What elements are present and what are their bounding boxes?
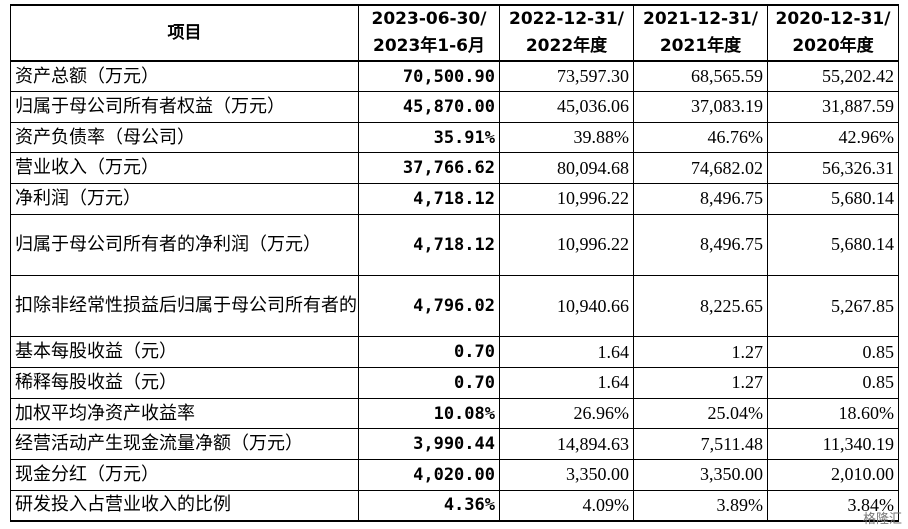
table-row: 营业收入（万元） 37,766.62 80,094.68 74,682.02 56,32… — [10, 152, 899, 185]
row-value-col3: 8,496.75 — [633, 213, 768, 277]
header-2022-date: 2022-12-31/ — [509, 9, 624, 29]
row-value-col1: 45,870.00 — [358, 91, 500, 123]
row-value-col3: 8,496.75 — [633, 183, 768, 215]
table-row: 加权平均净资产收益率 10.08% 26.96% 25.04% 18.60% — [10, 397, 899, 430]
header-2021-period: 2021年度 — [659, 36, 742, 56]
header-2023h1-date: 2023-06-30/ — [371, 9, 487, 29]
row-value-col1: 4,796.02 — [358, 275, 500, 338]
row-value-col4: 5,680.14 — [767, 183, 899, 215]
row-value-col4: 31,887.59 — [767, 91, 899, 123]
row-value-col1: 70,500.90 — [358, 60, 500, 93]
row-value-col2: 1.64 — [499, 367, 634, 399]
row-value-col2: 26.96% — [499, 397, 634, 430]
row-label: 营业收入（万元） — [10, 152, 359, 185]
row-value-col2: 14,894.63 — [499, 428, 634, 461]
row-value-col1: 4,718.12 — [358, 183, 500, 215]
row-value-col2: 10,996.22 — [499, 213, 634, 277]
row-value-col3: 7,511.48 — [633, 428, 768, 461]
row-value-col1: 4,020.00 — [358, 459, 500, 491]
row-value-col3: 1.27 — [633, 336, 768, 369]
row-value-col2: 80,094.68 — [499, 152, 634, 185]
row-label: 经营活动产生现金流量净额（万元） — [10, 428, 359, 461]
table-row: 归属于母公司所有者的净利润（万元） 4,718.12 10,996.22 8,496.… — [10, 213, 899, 277]
table-row: 现金分红（万元） 4,020.00 3,350.00 3,350.00 2,010.00 — [10, 459, 899, 491]
row-value-col3: 8,225.65 — [633, 275, 768, 338]
row-value-col4: 3.84% — [767, 489, 899, 522]
row-value-col4: 5,680.14 — [767, 213, 899, 277]
row-value-col3: 3.89% — [633, 489, 768, 522]
row-label: 研发投入占营业收入的比例 — [10, 489, 359, 522]
table-row: 净利润（万元） 4,718.12 10,996.22 8,496.75 5,680.14 — [10, 183, 899, 215]
row-label: 加权平均净资产收益率 — [10, 397, 359, 430]
row-value-col3: 74,682.02 — [633, 152, 768, 185]
header-2023h1-period: 2023年1-6月 — [372, 36, 486, 56]
row-value-col4: 5,267.85 — [767, 275, 899, 338]
row-value-col4: 18.60% — [767, 397, 899, 430]
row-value-col4: 56,326.31 — [767, 152, 899, 185]
row-value-col2: 10,940.66 — [499, 275, 634, 338]
row-value-col1: 0.70 — [358, 336, 500, 369]
row-value-col2: 4.09% — [499, 489, 634, 522]
row-value-col3: 68,565.59 — [633, 60, 768, 93]
header-2020: 2020-12-31/ 2020年度 — [767, 4, 899, 62]
row-label: 稀释每股收益（元） — [10, 367, 359, 399]
row-value-col3: 1.27 — [633, 367, 768, 399]
row-label: 资产负债率（母公司） — [10, 121, 359, 154]
row-label: 归属于母公司所有者的净利润（万元） — [10, 213, 359, 277]
row-value-col1: 3,990.44 — [358, 428, 500, 461]
header-2020-date: 2020-12-31/ — [775, 9, 891, 29]
row-value-col4: 42.96% — [767, 121, 899, 154]
row-value-col4: 0.85 — [767, 367, 899, 399]
header-2020-period: 2020年度 — [792, 36, 874, 56]
header-2021: 2021-12-31/ 2021年度 — [633, 4, 768, 62]
row-value-col4: 11,340.19 — [767, 428, 899, 461]
row-label: 归属于母公司所有者权益（万元） — [10, 91, 359, 123]
row-value-col1: 4,718.12 — [358, 213, 500, 277]
row-value-col3: 37,083.19 — [633, 91, 768, 123]
row-value-col1: 10.08% — [358, 397, 500, 430]
row-value-col1: 0.70 — [358, 367, 500, 399]
row-label: 现金分红（万元） — [10, 459, 359, 491]
row-value-col2: 39.88% — [499, 121, 634, 154]
header-2023h1: 2023-06-30/ 2023年1-6月 — [358, 4, 500, 62]
row-value-col2: 10,996.22 — [499, 183, 634, 215]
table-row: 资产总额（万元） 70,500.90 73,597.30 68,565.59 55,20… — [10, 60, 899, 93]
table-row: 资产负债率（母公司） 35.91% 39.88% 46.76% 42.96% — [10, 121, 899, 154]
row-value-col1: 35.91% — [358, 121, 500, 154]
row-label: 扣除非经常性损益后归属于母公司所有者的净利润（万元） — [10, 275, 359, 338]
row-value-col3: 3,350.00 — [633, 459, 768, 491]
table-row: 经营活动产生现金流量净额（万元） 3,990.44 14,894.63 7,511.4… — [10, 428, 899, 461]
row-label: 资产总额（万元） — [10, 60, 359, 93]
row-value-col1: 37,766.62 — [358, 152, 500, 185]
row-value-col2: 45,036.06 — [499, 91, 634, 123]
header-2021-date: 2021-12-31/ — [643, 9, 758, 29]
row-label: 基本每股收益（元） — [10, 336, 359, 369]
watermark-logo: 格隆汇 — [862, 512, 902, 527]
row-value-col3: 46.76% — [633, 121, 768, 154]
row-value-col2: 73,597.30 — [499, 60, 634, 93]
row-value-col2: 1.64 — [499, 336, 634, 369]
financial-summary-table: 项目 2023-06-30/ 2023年1-6月 2022-12-31/ 202… — [10, 4, 899, 522]
header-row: 项目 2023-06-30/ 2023年1-6月 2022-12-31/ 202… — [10, 4, 899, 62]
row-value-col4: 0.85 — [767, 336, 899, 369]
header-2022-period: 2022年度 — [525, 36, 608, 56]
table-row: 研发投入占营业收入的比例 4.36% 4.09% 3.89% 3.84% — [10, 489, 899, 522]
table-row: 扣除非经常性损益后归属于母公司所有者的净利润（万元）4,796.0210,940… — [10, 275, 899, 338]
row-value-col2: 3,350.00 — [499, 459, 634, 491]
row-value-col4: 55,202.42 — [767, 60, 899, 93]
table-row: 基本每股收益（元） 0.70 1.64 1.27 0.85 — [10, 336, 899, 369]
row-value-col4: 2,010.00 — [767, 459, 899, 491]
row-value-col3: 25.04% — [633, 397, 768, 430]
row-value-col1: 4.36% — [358, 489, 500, 522]
header-2022: 2022-12-31/ 2022年度 — [499, 4, 634, 62]
row-label: 净利润（万元） — [10, 183, 359, 215]
header-item: 项目 — [10, 4, 359, 62]
table-row: 稀释每股收益（元） 0.70 1.64 1.27 0.85 — [10, 367, 899, 399]
table-row: 归属于母公司所有者权益（万元） 45,870.00 45,036.06 37,083.… — [10, 91, 899, 123]
